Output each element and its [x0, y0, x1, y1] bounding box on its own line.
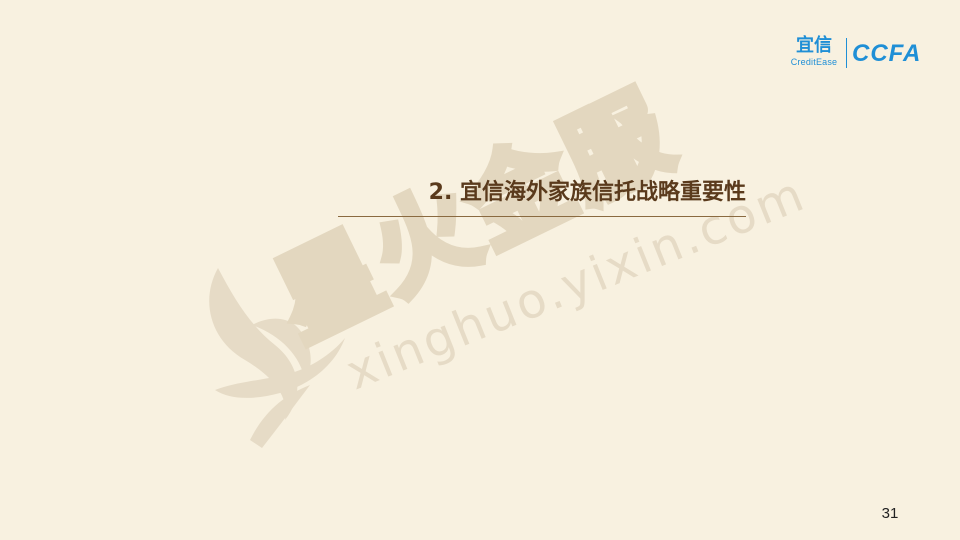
- logo-divider: [846, 38, 847, 68]
- header-logo: 宜信 CreditEase CCFA: [786, 36, 936, 72]
- page-number: 31: [881, 505, 899, 522]
- ccfa-logo: CCFA: [852, 40, 922, 67]
- creditease-logo-en: CreditEase: [790, 57, 838, 67]
- section-title: 2. 宜信海外家族信托战略重要性: [428, 180, 746, 205]
- creditease-logo: 宜信 CreditEase: [786, 36, 842, 68]
- title-underline: [338, 216, 746, 217]
- flame-watermark-icon: [209, 268, 345, 448]
- creditease-logo-cn: 宜信: [796, 35, 832, 56]
